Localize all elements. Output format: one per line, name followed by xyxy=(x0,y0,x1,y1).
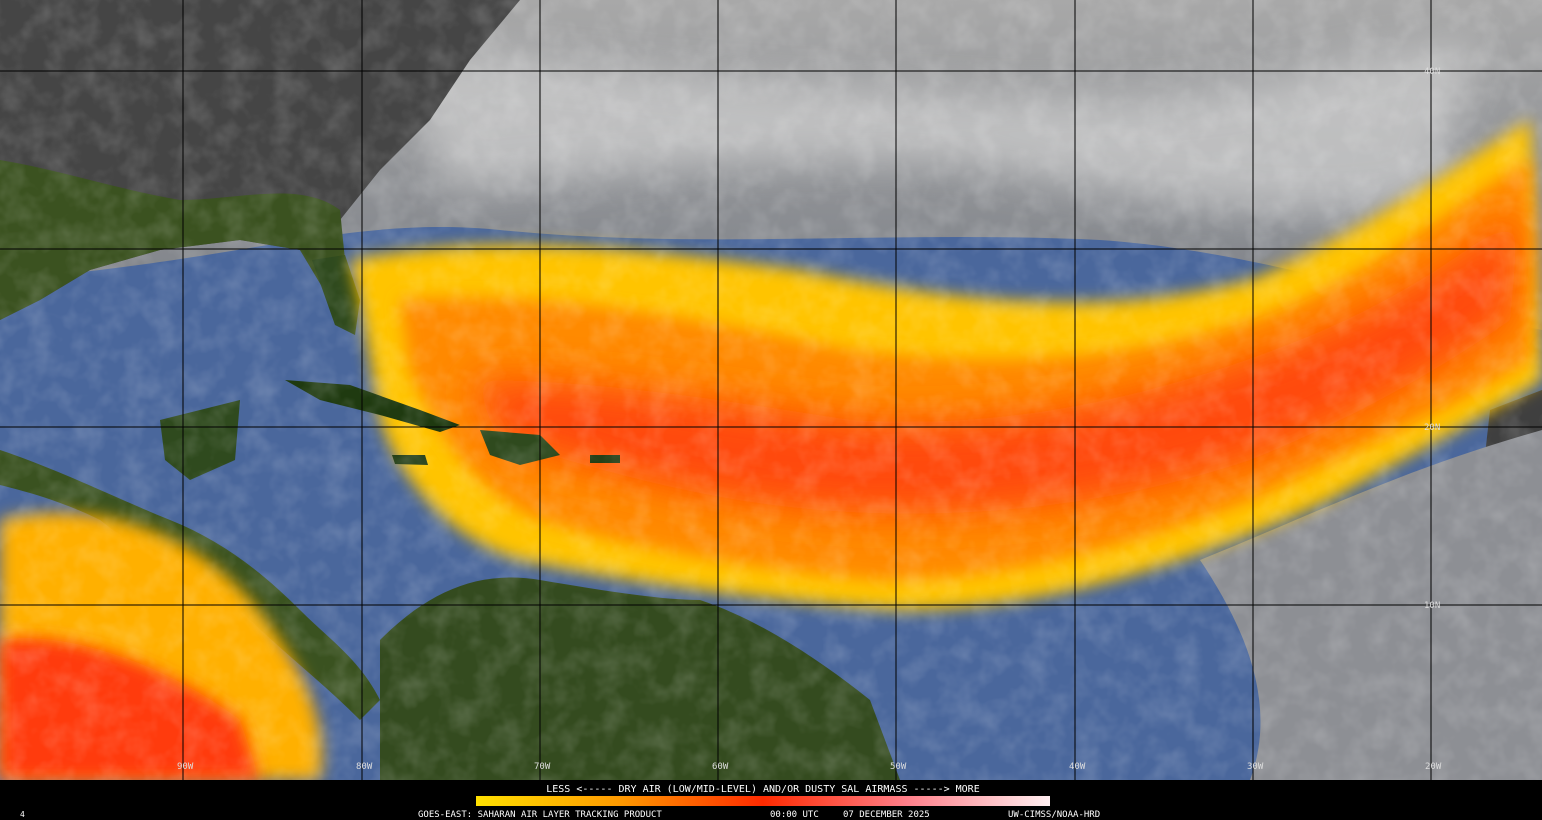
lon-label: 40W xyxy=(1069,762,1086,772)
lon-label: 80W xyxy=(356,762,373,772)
time: 00:00 UTC xyxy=(770,810,819,820)
lon-label: 70W xyxy=(534,762,551,772)
satellite-image: 40N 20N 10N 90W 80W 70W 60W 50W 40W 30W … xyxy=(0,0,1542,780)
lat-label: 10N xyxy=(1424,601,1440,611)
frame-number: 4 xyxy=(20,810,25,819)
legend-text: LESS <----- DRY AIR (LOW/MID-LEVEL) AND/… xyxy=(546,784,979,795)
lon-label: 30W xyxy=(1247,762,1264,772)
lon-label: 50W xyxy=(890,762,907,772)
product-name: GOES-EAST: SAHARAN AIR LAYER TRACKING PR… xyxy=(418,810,662,820)
texture xyxy=(0,0,1542,780)
lon-label: 60W xyxy=(712,762,729,772)
credit: UW-CIMSS/NOAA-HRD xyxy=(1008,810,1100,820)
lat-lon-grid xyxy=(0,0,1542,780)
legend-color-bar xyxy=(476,796,1050,806)
date: 07 DECEMBER 2025 xyxy=(843,810,930,820)
lat-label: 20N xyxy=(1424,423,1440,433)
lon-label: 20W xyxy=(1425,762,1442,772)
lon-label: 90W xyxy=(177,762,194,772)
lat-label: 40N xyxy=(1424,67,1440,77)
